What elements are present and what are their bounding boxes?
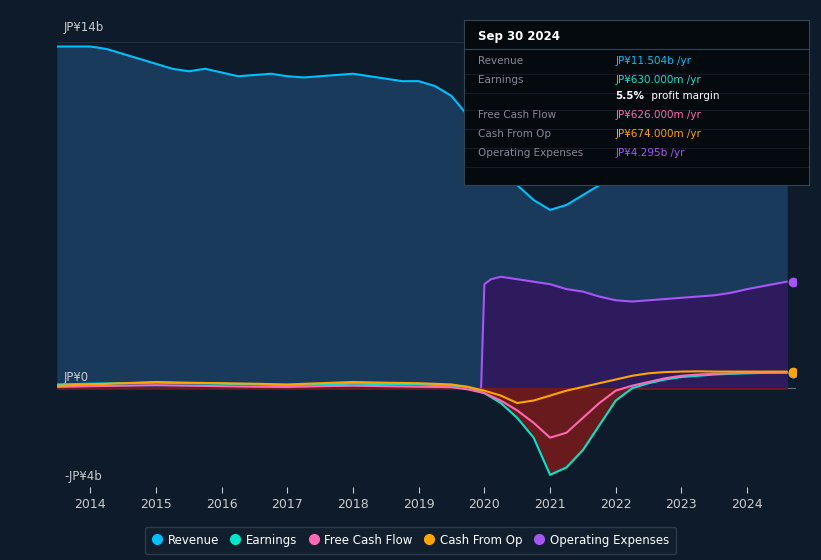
Text: JP¥626.000m /yr: JP¥626.000m /yr bbox=[616, 110, 701, 120]
Legend: Revenue, Earnings, Free Cash Flow, Cash From Op, Operating Expenses: Revenue, Earnings, Free Cash Flow, Cash … bbox=[145, 527, 676, 554]
Text: -JP¥4b: -JP¥4b bbox=[64, 470, 102, 483]
Text: profit margin: profit margin bbox=[649, 91, 720, 101]
Text: JP¥674.000m /yr: JP¥674.000m /yr bbox=[616, 129, 701, 139]
Text: JP¥0: JP¥0 bbox=[64, 371, 89, 385]
Text: Earnings: Earnings bbox=[478, 75, 523, 85]
Text: JP¥11.504b /yr: JP¥11.504b /yr bbox=[616, 56, 691, 66]
Text: Revenue: Revenue bbox=[478, 56, 523, 66]
Text: Free Cash Flow: Free Cash Flow bbox=[478, 110, 556, 120]
Text: Operating Expenses: Operating Expenses bbox=[478, 148, 583, 158]
Text: Cash From Op: Cash From Op bbox=[478, 129, 551, 139]
Text: JP¥630.000m /yr: JP¥630.000m /yr bbox=[616, 75, 701, 85]
Text: 5.5%: 5.5% bbox=[616, 91, 644, 101]
Text: JP¥4.295b /yr: JP¥4.295b /yr bbox=[616, 148, 685, 158]
Text: JP¥14b: JP¥14b bbox=[64, 21, 104, 34]
Text: Sep 30 2024: Sep 30 2024 bbox=[478, 30, 560, 43]
